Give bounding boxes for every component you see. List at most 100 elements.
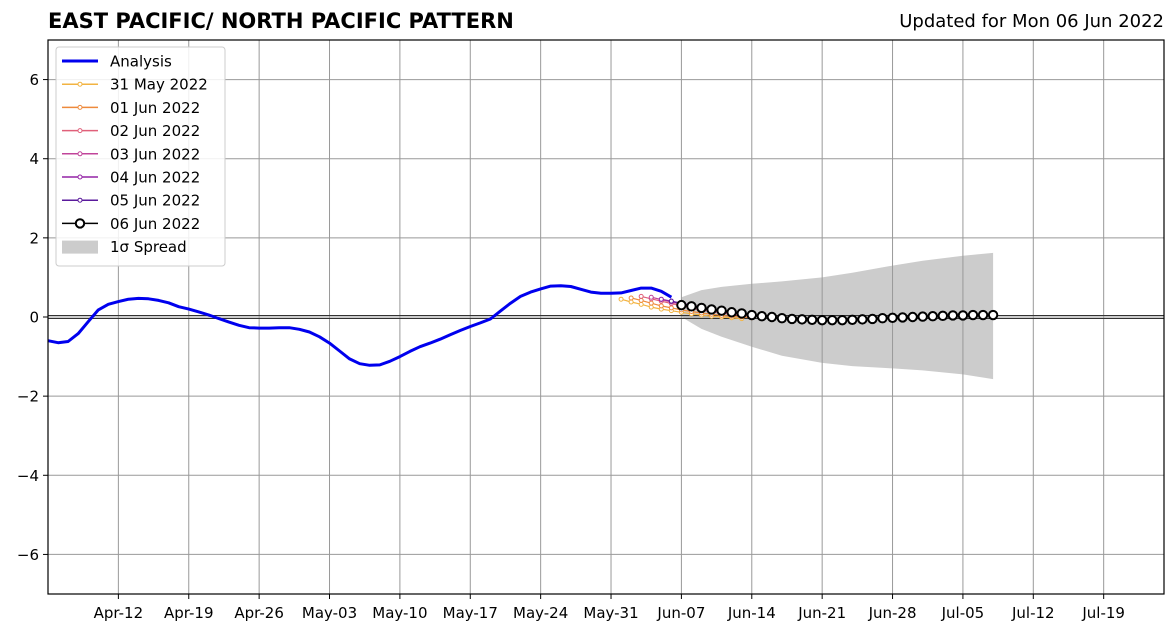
data-point — [658, 296, 664, 302]
data-point — [746, 309, 757, 321]
legend-label: 04 Jun 2022 — [110, 169, 200, 187]
x-tick-label: Apr-26 — [234, 604, 284, 622]
data-point — [837, 314, 848, 326]
axis-layer: −6 −4 −2 0 2 4 6 Apr-12 Apr-19 Apr-26 May-03 May-10… — [17, 39, 1165, 622]
legend-box — [55, 46, 226, 267]
y-tick-label: −6 — [17, 546, 39, 564]
data-point — [917, 311, 928, 322]
data-point — [867, 313, 878, 325]
legend-label: 06 Jun 2022 — [110, 215, 200, 233]
data-point — [668, 298, 674, 304]
legend-item: 05 Jun 2022 — [62, 192, 200, 210]
data-point — [937, 310, 949, 322]
legend-item: 04 Jun 2022 — [62, 169, 200, 187]
legend-marker — [77, 81, 83, 87]
legend-item: 1σ Spread — [62, 238, 187, 256]
data-point — [947, 310, 959, 321]
x-tick-label: Apr-12 — [94, 604, 144, 622]
analysis-line — [47, 284, 673, 367]
data-point — [706, 304, 717, 315]
series-layer — [47, 284, 999, 367]
data-point — [806, 314, 818, 325]
data-point — [827, 314, 838, 326]
x-tick-label: Apr-19 — [164, 604, 214, 622]
data-point — [676, 299, 687, 311]
x-tick-label: May-24 — [513, 604, 568, 622]
data-point — [648, 294, 654, 300]
legend-label: 1σ Spread — [110, 238, 187, 256]
data-point — [668, 305, 674, 311]
data-point — [658, 303, 664, 309]
legend-label: 02 Jun 2022 — [110, 122, 200, 140]
legend-marker — [77, 128, 83, 134]
data-point — [776, 312, 788, 324]
data-point — [638, 301, 644, 307]
data-point — [618, 296, 624, 302]
series-06-jun-2022 — [676, 299, 999, 326]
x-tick-label: Jun-28 — [868, 604, 917, 622]
legend-marker — [77, 174, 83, 180]
data-point — [766, 311, 778, 323]
legend-item: 31 May 2022 — [62, 76, 208, 94]
y-tick-label: 0 — [29, 309, 39, 327]
x-tick-label: May-03 — [302, 604, 357, 622]
data-point — [927, 311, 938, 322]
data-point — [786, 313, 798, 325]
x-tick-label: May-10 — [372, 604, 427, 622]
data-point — [756, 311, 768, 322]
data-point — [628, 299, 634, 305]
legend-marker — [74, 218, 86, 229]
data-point — [907, 311, 918, 323]
data-point — [648, 304, 654, 310]
data-point — [957, 310, 969, 321]
legend-label: 05 Jun 2022 — [110, 192, 200, 210]
data-point — [696, 302, 707, 314]
x-tick-label: Jun-07 — [656, 604, 705, 622]
x-tick-label: Jun-14 — [727, 604, 776, 622]
legend-item: 03 Jun 2022 — [62, 145, 200, 163]
legend-marker — [77, 197, 83, 203]
data-point — [977, 309, 989, 321]
series-analysis — [47, 284, 673, 367]
data-point — [638, 293, 644, 299]
data-point — [847, 314, 858, 325]
y-tick-label: 6 — [29, 71, 39, 89]
data-point — [967, 309, 979, 321]
data-point — [897, 312, 908, 323]
data-point — [648, 300, 654, 306]
legend-item: Analysis — [62, 53, 172, 71]
x-tick-label: May-17 — [443, 604, 498, 622]
legend-label: 01 Jun 2022 — [110, 99, 200, 117]
data-point — [716, 305, 727, 316]
data-point — [857, 314, 868, 325]
x-tick-label: Jul-12 — [1011, 604, 1055, 622]
chart-subtitle: Updated for Mon 06 Jun 2022 — [899, 11, 1164, 32]
legend-label: Analysis — [110, 53, 172, 71]
x-tick-label: Jul-19 — [1081, 604, 1125, 622]
grid-layer — [48, 40, 1164, 594]
data-point — [796, 314, 808, 325]
x-tick-label: May-31 — [583, 604, 638, 622]
data-point — [686, 301, 697, 312]
data-point — [726, 307, 737, 318]
legend-item: 02 Jun 2022 — [62, 122, 200, 140]
y-tick-label: 2 — [29, 229, 39, 247]
legend-label: 31 May 2022 — [110, 76, 208, 94]
data-point — [816, 314, 828, 326]
legend-marker — [77, 104, 83, 110]
legend-item: 06 Jun 2022 — [62, 215, 200, 233]
data-point — [736, 308, 747, 319]
y-tick-label: −4 — [17, 467, 39, 485]
legend: Analysis 31 May 2022 01 Jun 2022 02 Jun 202… — [55, 46, 226, 267]
data-point — [887, 312, 898, 323]
data-point — [877, 312, 888, 324]
legend-marker — [77, 151, 83, 157]
legend-label: 03 Jun 2022 — [110, 145, 200, 163]
x-tick-label: Jul-05 — [941, 604, 985, 622]
chart-title: EAST PACIFIC/ NORTH PACIFIC PATTERN — [48, 9, 514, 33]
data-point — [638, 297, 644, 303]
legend-item: 01 Jun 2022 — [62, 99, 200, 117]
legend-swatch — [62, 240, 98, 254]
x-tick-label: Jun-21 — [797, 604, 846, 622]
